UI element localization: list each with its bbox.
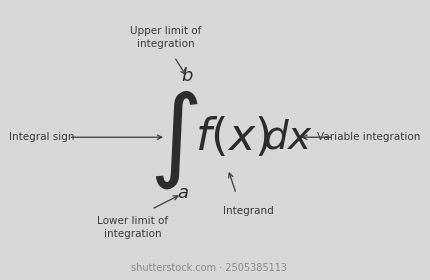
- Text: Upper limit of
integration: Upper limit of integration: [130, 26, 201, 49]
- Text: Integral sign: Integral sign: [9, 132, 74, 142]
- Text: $\int$: $\int$: [149, 88, 198, 192]
- Text: $f(x)$: $f(x)$: [194, 115, 269, 159]
- Text: Lower limit of
integration: Lower limit of integration: [97, 216, 168, 239]
- Text: Integrand: Integrand: [223, 206, 273, 216]
- Text: Variable integration: Variable integration: [316, 132, 419, 142]
- Text: shutterstock.com · 2505385113: shutterstock.com · 2505385113: [131, 263, 287, 273]
- Text: $dx$: $dx$: [262, 118, 312, 156]
- Text: $b$: $b$: [181, 67, 193, 85]
- Text: $a$: $a$: [176, 184, 188, 202]
